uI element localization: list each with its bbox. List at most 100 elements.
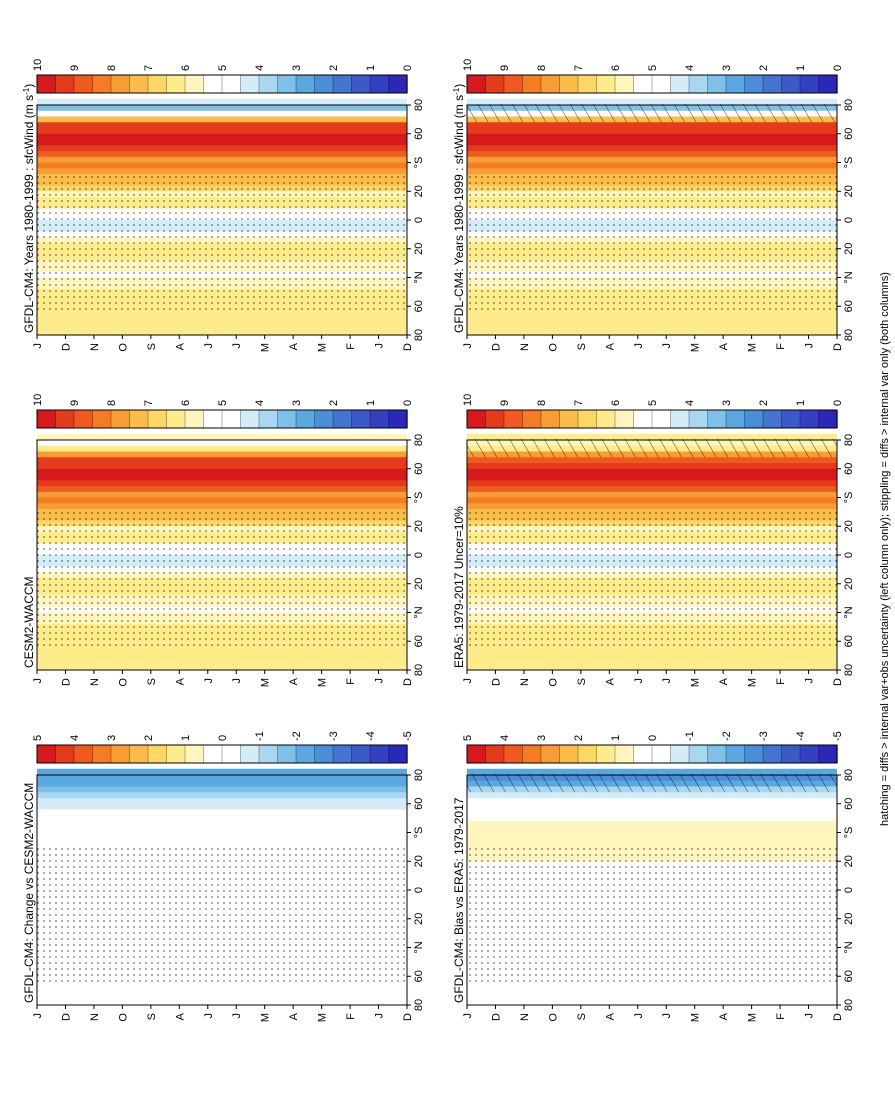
lat-tick-label: 60 bbox=[413, 798, 425, 810]
colorbar-label: 5 bbox=[647, 65, 659, 71]
colorbar-cell bbox=[540, 744, 561, 764]
month-tick-label: O bbox=[547, 678, 559, 687]
colorbar-cell bbox=[147, 74, 168, 94]
month-tick-label: A bbox=[604, 677, 616, 685]
cell bbox=[467, 658, 837, 665]
colorbar-cell bbox=[744, 74, 764, 94]
cell bbox=[467, 433, 837, 440]
cell bbox=[37, 468, 407, 475]
colorbar-label: 8 bbox=[536, 65, 548, 71]
colorbar-label: 2 bbox=[573, 735, 585, 741]
colorbar-cell bbox=[725, 744, 746, 764]
month-tick-label: J bbox=[804, 1013, 816, 1019]
colorbar-label: 0 bbox=[832, 400, 844, 406]
hatching bbox=[467, 773, 837, 793]
panel-middle-right: 8060°N20020°S6080DJFMAMJJASONDJCESM2-WAC… bbox=[22, 394, 425, 687]
colorbar-cell bbox=[369, 744, 390, 764]
colorbar-label: 7 bbox=[573, 65, 585, 71]
colorbar-cell bbox=[503, 744, 524, 764]
colorbar-cell bbox=[258, 74, 279, 94]
cell bbox=[37, 139, 407, 146]
cell bbox=[37, 826, 407, 833]
colorbar-label: 6 bbox=[180, 400, 192, 406]
month-tick-label: A bbox=[718, 677, 730, 685]
colorbar-cell bbox=[221, 409, 242, 429]
colorbar-label: 2 bbox=[143, 735, 155, 741]
title-superscript: -1 bbox=[22, 87, 31, 95]
colorbar-cell bbox=[577, 409, 598, 429]
colorbar-cell bbox=[55, 409, 75, 429]
cell bbox=[467, 809, 837, 816]
cell bbox=[467, 797, 837, 804]
month-tick-label: M bbox=[317, 678, 329, 687]
month-tick-label: J bbox=[633, 678, 645, 684]
colorbar-cell bbox=[203, 409, 223, 429]
month-tick-label: F bbox=[775, 343, 787, 350]
cell bbox=[467, 127, 837, 134]
colorbar-cell bbox=[240, 74, 260, 94]
cell bbox=[467, 317, 837, 324]
cell bbox=[37, 156, 407, 163]
colorbar-cell bbox=[633, 744, 653, 764]
cell bbox=[37, 98, 407, 105]
lat-tick-label: 0 bbox=[843, 217, 855, 223]
cell bbox=[37, 456, 407, 463]
colorbar-cell bbox=[184, 74, 205, 94]
lat-tick-label: 20 bbox=[413, 855, 425, 867]
cell bbox=[467, 167, 837, 174]
colorbar-cell bbox=[744, 744, 764, 764]
month-tick-label: J bbox=[231, 343, 243, 349]
colorbar-label: 4 bbox=[254, 65, 266, 71]
colorbar-cell bbox=[577, 744, 598, 764]
month-tick-label: N bbox=[89, 678, 101, 686]
month-tick-label: A bbox=[174, 1012, 186, 1020]
cell bbox=[37, 462, 407, 469]
lat-tick-label: 20 bbox=[843, 578, 855, 590]
colorbar-label: 4 bbox=[684, 400, 696, 406]
colorbar-cell bbox=[559, 744, 579, 764]
colorbar-label: 5 bbox=[647, 400, 659, 406]
month-tick-label: F bbox=[775, 1013, 787, 1020]
lat-tick-label: 60 bbox=[843, 463, 855, 475]
colorbar-frame bbox=[36, 744, 408, 764]
lat-tick-label: °S bbox=[843, 827, 855, 839]
colorbar-label: 9 bbox=[69, 400, 81, 406]
colorbar-label: 4 bbox=[684, 65, 696, 71]
month-tick-label: N bbox=[519, 1013, 531, 1021]
colorbar-label: 10 bbox=[32, 394, 44, 406]
cell bbox=[467, 652, 837, 659]
colorbar-cell bbox=[818, 744, 838, 764]
cell bbox=[467, 768, 837, 775]
cell bbox=[467, 993, 837, 1000]
colorbar-cell bbox=[818, 74, 838, 94]
colorbar-cell bbox=[781, 74, 801, 94]
month-tick-label: D bbox=[490, 678, 502, 686]
panel-top-right: 8060°N20020°S6080DJFMAMJJASONDJGFDL-CM4:… bbox=[22, 59, 426, 352]
cell bbox=[37, 981, 407, 988]
cell bbox=[37, 451, 407, 458]
panel-bottom-left: 8060°N20020°S6080DJFMAMJJASONDJGFDL-CM4:… bbox=[452, 731, 855, 1022]
colorbar-label: 1 bbox=[365, 65, 377, 71]
colorbar-cell bbox=[388, 744, 408, 764]
colorbar-cell bbox=[707, 409, 727, 429]
colorbar-label: -5 bbox=[832, 731, 844, 741]
colorbar-label: 10 bbox=[32, 59, 44, 71]
lat-tick-label: °S bbox=[413, 827, 425, 839]
lat-tick-label: 80 bbox=[413, 664, 425, 676]
lat-tick-label: 80 bbox=[843, 99, 855, 111]
cell bbox=[467, 832, 837, 839]
colorbar-cell bbox=[688, 744, 709, 764]
cell bbox=[467, 663, 837, 670]
colorbar-label: 10 bbox=[462, 59, 474, 71]
colorbar-cell bbox=[314, 409, 334, 429]
colorbar-cell bbox=[522, 74, 542, 94]
colorbar-label: 9 bbox=[499, 65, 511, 71]
cell bbox=[467, 791, 837, 798]
colorbar-label: 0 bbox=[402, 65, 414, 71]
colorbar-label: 3 bbox=[721, 65, 733, 71]
lat-tick-label: 60 bbox=[843, 128, 855, 140]
colorbar-cell bbox=[332, 744, 353, 764]
panel-title: GFDL-CM4: Years 1980-1999 : sfcWind (m s… bbox=[452, 84, 467, 333]
